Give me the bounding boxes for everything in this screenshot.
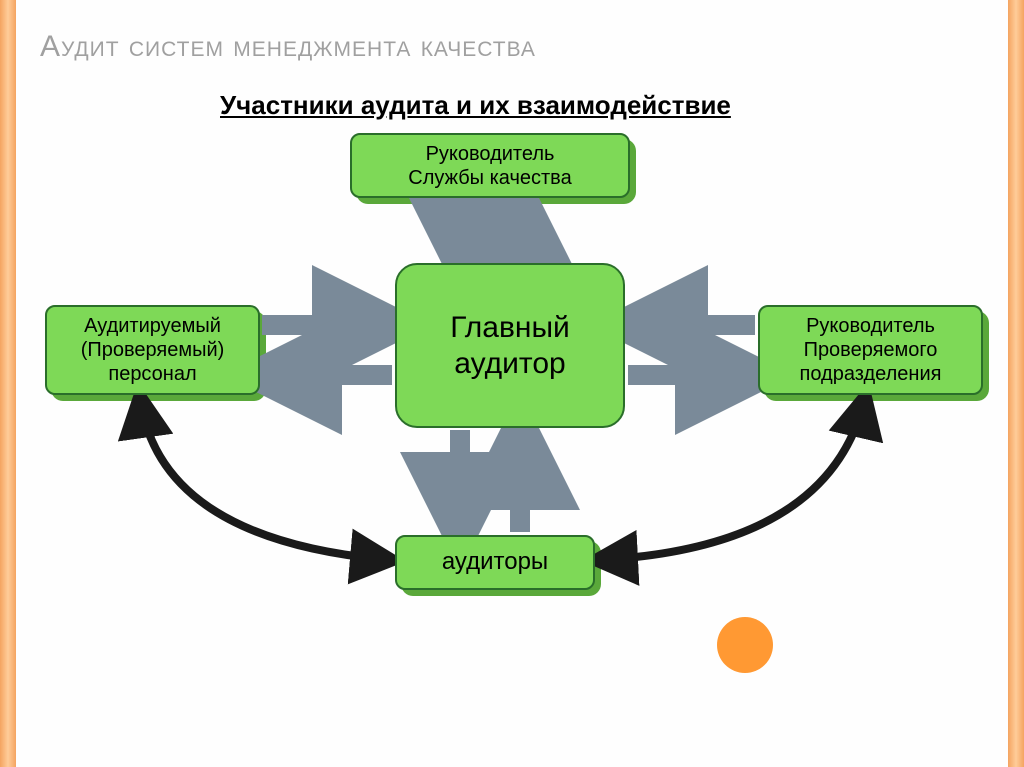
slide-border-left xyxy=(0,0,16,767)
slide-subtitle: Участники аудита и их взаимодействие xyxy=(220,90,731,121)
node-right-label: Руководитель Проверяемого подразделения xyxy=(800,314,942,386)
accent-circle xyxy=(717,617,773,673)
node-bottom: аудиторы xyxy=(395,535,595,590)
node-center-label: Главный аудитор xyxy=(450,310,570,382)
node-center: Главный аудитор xyxy=(395,263,625,428)
node-left: Аудитируемый (Проверяемый) персонал xyxy=(45,305,260,395)
node-right: Руководитель Проверяемого подразделения xyxy=(758,305,983,395)
node-left-label: Аудитируемый (Проверяемый) персонал xyxy=(81,314,225,386)
node-top: Руководитель Службы качества xyxy=(350,133,630,198)
slide-border-right xyxy=(1008,0,1024,767)
node-bottom-label: аудиторы xyxy=(442,548,548,577)
slide-title: Аудит систем менеджмента качества xyxy=(40,30,536,64)
node-top-label: Руководитель Службы качества xyxy=(408,142,571,190)
